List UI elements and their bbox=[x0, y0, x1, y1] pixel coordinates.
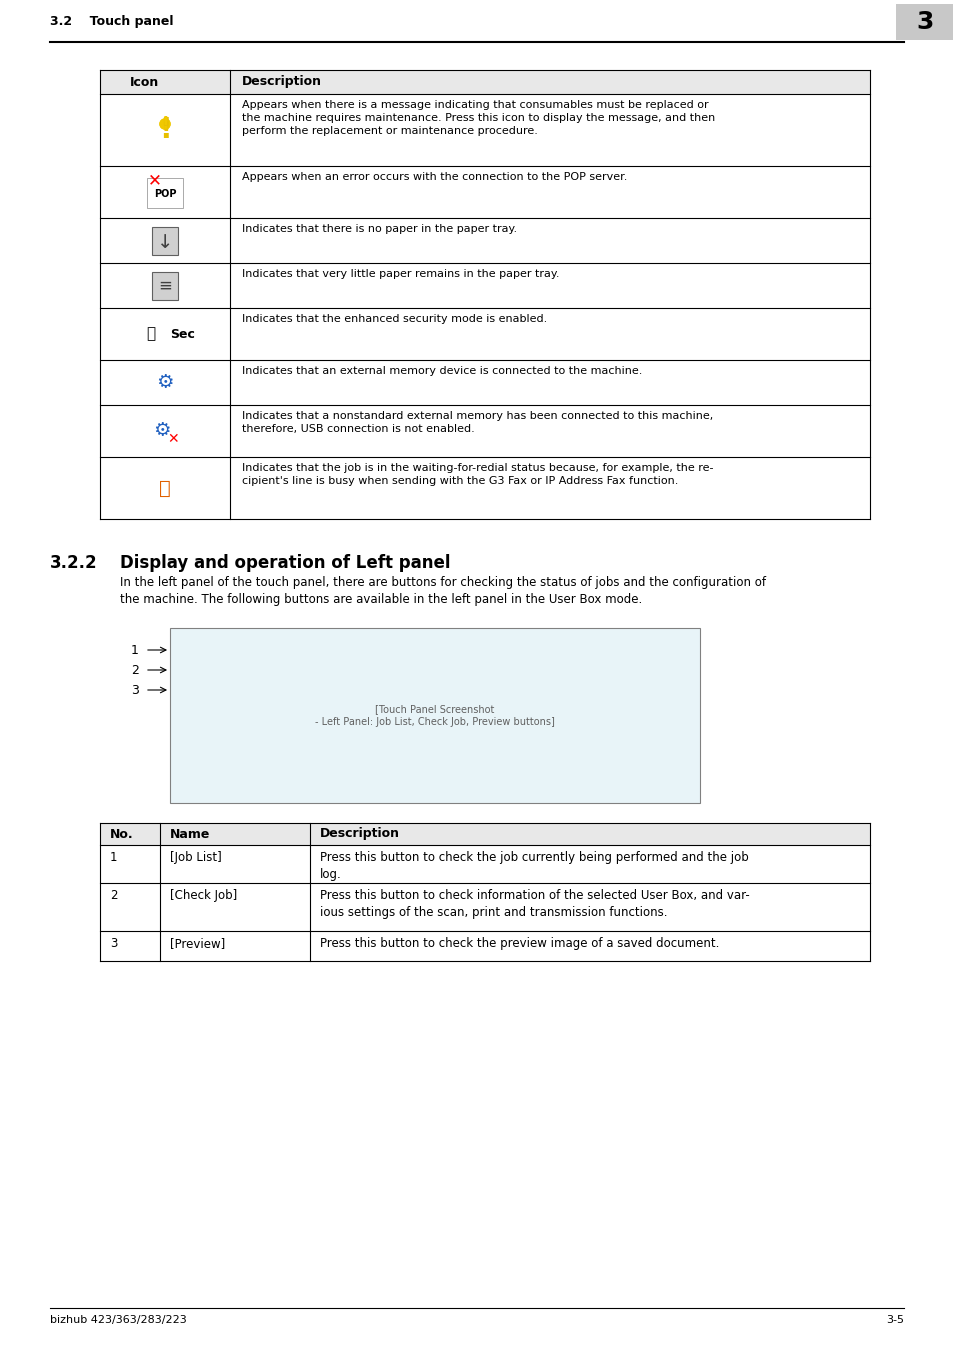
Text: 3: 3 bbox=[110, 937, 117, 950]
Text: 1: 1 bbox=[110, 850, 117, 864]
Circle shape bbox=[160, 119, 170, 130]
Text: Indicates that the job is in the waiting-for-redial status because, for example,: Indicates that the job is in the waiting… bbox=[242, 463, 713, 486]
Bar bbox=[152, 227, 178, 255]
Text: 🔒: 🔒 bbox=[146, 327, 155, 342]
Text: [Preview]: [Preview] bbox=[170, 937, 225, 950]
Text: 3-5: 3-5 bbox=[885, 1315, 903, 1324]
Text: Display and operation of Left panel: Display and operation of Left panel bbox=[120, 554, 450, 572]
Text: Appears when an error occurs with the connection to the POP server.: Appears when an error occurs with the co… bbox=[242, 171, 627, 182]
Text: Indicates that very little paper remains in the paper tray.: Indicates that very little paper remains… bbox=[242, 269, 558, 279]
Text: !: ! bbox=[161, 115, 169, 134]
Text: Sec: Sec bbox=[170, 328, 194, 340]
Text: 2: 2 bbox=[110, 890, 117, 902]
Text: Indicates that the enhanced security mode is enabled.: Indicates that the enhanced security mod… bbox=[242, 315, 547, 324]
Text: [Job List]: [Job List] bbox=[170, 850, 221, 864]
Text: 1: 1 bbox=[131, 644, 139, 656]
Text: [Check Job]: [Check Job] bbox=[170, 890, 237, 902]
Text: 2: 2 bbox=[131, 663, 139, 676]
Text: In the left panel of the touch panel, there are buttons for checking the status : In the left panel of the touch panel, th… bbox=[120, 576, 765, 606]
Text: ↓: ↓ bbox=[156, 234, 173, 252]
Text: Name: Name bbox=[170, 828, 211, 841]
Bar bbox=[100, 70, 869, 95]
Text: 3.2.2: 3.2.2 bbox=[50, 554, 97, 572]
Text: Description: Description bbox=[319, 828, 399, 841]
Bar bbox=[170, 628, 700, 803]
Text: !: ! bbox=[158, 116, 172, 144]
Bar bbox=[895, 4, 953, 40]
Text: bizhub 423/363/283/223: bizhub 423/363/283/223 bbox=[50, 1315, 187, 1324]
Text: [Touch Panel Screenshot
- Left Panel: Job List, Check Job, Preview buttons]: [Touch Panel Screenshot - Left Panel: Jo… bbox=[314, 703, 555, 728]
Text: Icon: Icon bbox=[130, 76, 159, 89]
Text: ≡: ≡ bbox=[158, 277, 172, 294]
Text: ✕: ✕ bbox=[167, 432, 178, 446]
Bar bbox=[152, 271, 178, 300]
Text: Appears when there is a message indicating that consumables must be replaced or
: Appears when there is a message indicati… bbox=[242, 100, 715, 136]
Text: ✕: ✕ bbox=[148, 171, 162, 189]
Text: Press this button to check information of the selected User Box, and var-
ious s: Press this button to check information o… bbox=[319, 890, 749, 919]
Text: Indicates that there is no paper in the paper tray.: Indicates that there is no paper in the … bbox=[242, 224, 517, 234]
Text: No.: No. bbox=[110, 828, 133, 841]
Text: 3: 3 bbox=[131, 683, 139, 697]
Text: Indicates that a nonstandard external memory has been connected to this machine,: Indicates that a nonstandard external me… bbox=[242, 410, 713, 435]
Text: Press this button to check the job currently being performed and the job
log.: Press this button to check the job curre… bbox=[319, 850, 748, 882]
Bar bbox=[147, 178, 183, 208]
Bar bbox=[100, 824, 869, 845]
Text: 📞: 📞 bbox=[159, 478, 171, 498]
Text: 3: 3 bbox=[915, 9, 933, 34]
Text: POP: POP bbox=[153, 189, 176, 198]
Text: ⚙: ⚙ bbox=[156, 373, 173, 391]
Text: Press this button to check the preview image of a saved document.: Press this button to check the preview i… bbox=[319, 937, 719, 950]
Text: Indicates that an external memory device is connected to the machine.: Indicates that an external memory device… bbox=[242, 366, 641, 377]
Text: 3.2    Touch panel: 3.2 Touch panel bbox=[50, 15, 173, 28]
Text: Description: Description bbox=[242, 76, 322, 89]
Text: ⚙: ⚙ bbox=[153, 421, 171, 440]
